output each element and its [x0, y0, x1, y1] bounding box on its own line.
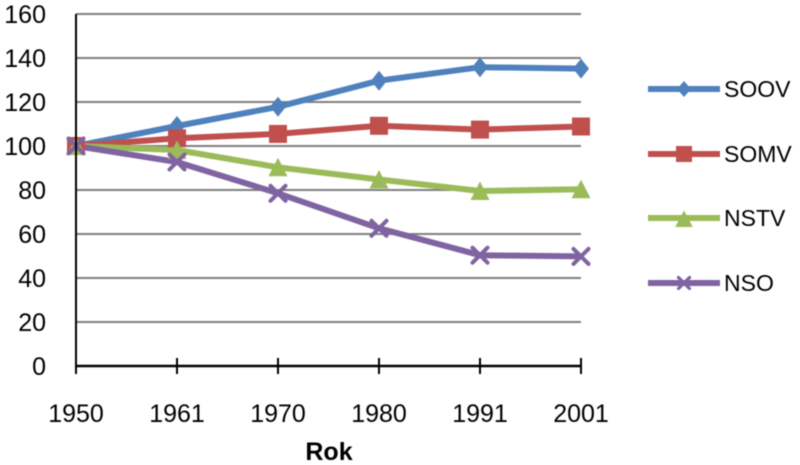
svg-text:40: 40: [18, 265, 46, 293]
svg-text:20: 20: [18, 309, 46, 337]
svg-text:Rok: Rok: [305, 438, 352, 465]
svg-text:NSO: NSO: [724, 270, 774, 296]
svg-text:SOMV: SOMV: [724, 141, 792, 167]
svg-text:140: 140: [4, 45, 46, 73]
svg-text:NSTV: NSTV: [724, 205, 786, 231]
svg-text:1950: 1950: [48, 400, 104, 428]
svg-text:100: 100: [4, 133, 46, 161]
svg-text:1961: 1961: [149, 400, 205, 428]
svg-text:SOOV: SOOV: [724, 76, 791, 102]
svg-text:120: 120: [4, 89, 46, 117]
svg-text:60: 60: [18, 221, 46, 249]
svg-text:160: 160: [4, 1, 46, 29]
svg-text:2001: 2001: [553, 400, 609, 428]
svg-text:80: 80: [18, 177, 46, 205]
svg-text:1980: 1980: [351, 400, 407, 428]
svg-text:1970: 1970: [250, 400, 306, 428]
svg-text:1991: 1991: [452, 400, 508, 428]
svg-text:0: 0: [32, 353, 46, 381]
